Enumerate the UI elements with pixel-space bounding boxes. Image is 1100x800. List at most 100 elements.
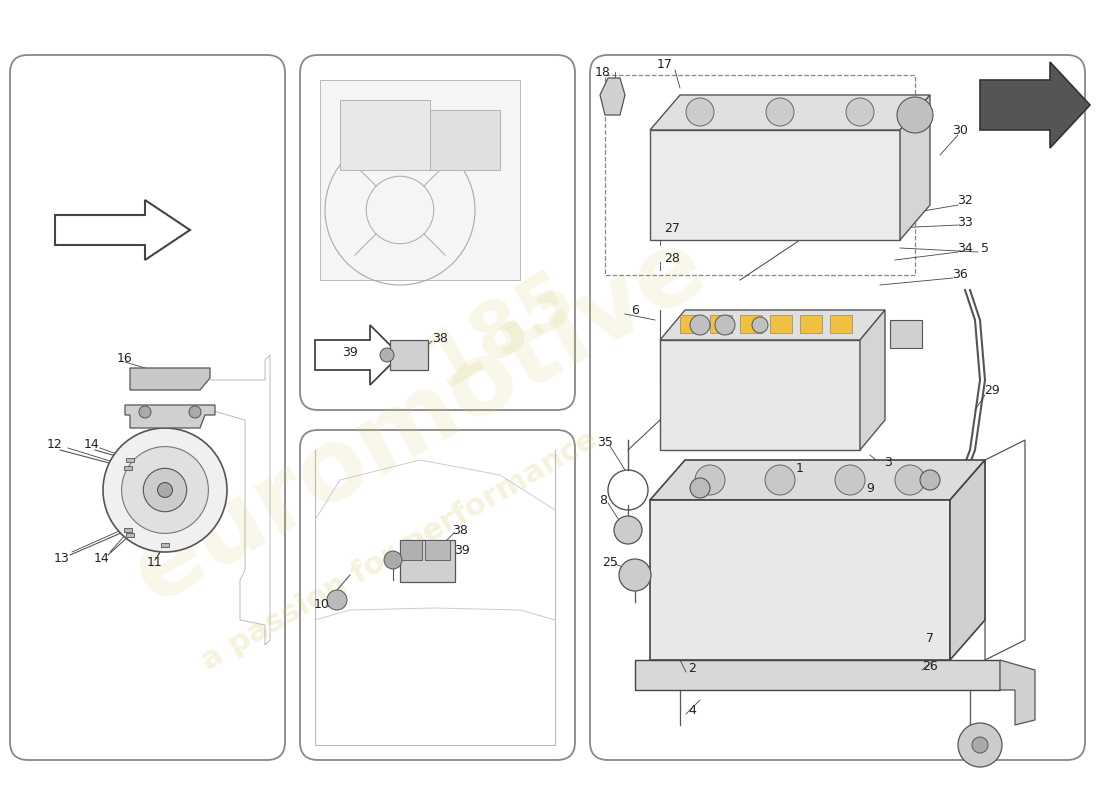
Text: 26: 26 (922, 659, 938, 673)
Text: 33: 33 (957, 215, 972, 229)
Polygon shape (980, 62, 1090, 148)
Bar (890, 320, 922, 348)
Circle shape (122, 446, 208, 534)
Text: 39: 39 (342, 346, 358, 358)
Bar (126, 533, 134, 537)
Circle shape (614, 516, 642, 544)
Text: 29: 29 (984, 383, 1000, 397)
Text: 185: 185 (412, 258, 587, 402)
Circle shape (327, 590, 346, 610)
Text: 12: 12 (47, 438, 63, 451)
Text: 38: 38 (432, 331, 448, 345)
Circle shape (143, 468, 187, 512)
Circle shape (715, 315, 735, 335)
Polygon shape (1000, 660, 1035, 725)
Bar (340, 100, 430, 170)
Text: 5: 5 (981, 242, 989, 254)
Polygon shape (660, 340, 860, 450)
Text: 14: 14 (95, 551, 110, 565)
Polygon shape (130, 368, 210, 390)
Bar (830, 315, 852, 333)
Polygon shape (900, 95, 930, 240)
Polygon shape (55, 200, 190, 260)
Text: 6: 6 (631, 303, 639, 317)
Text: 13: 13 (54, 551, 70, 565)
Circle shape (686, 98, 714, 126)
Polygon shape (950, 460, 984, 660)
Bar (161, 543, 169, 547)
Text: 30: 30 (953, 123, 968, 137)
Bar (740, 315, 762, 333)
Circle shape (895, 465, 925, 495)
Text: 38: 38 (452, 523, 468, 537)
Circle shape (619, 559, 651, 591)
Text: 10: 10 (315, 598, 330, 611)
Bar (635, 660, 1000, 690)
Circle shape (766, 98, 794, 126)
Circle shape (958, 723, 1002, 767)
Text: 16: 16 (117, 351, 133, 365)
Bar (605, 75, 915, 275)
Text: 25: 25 (602, 555, 618, 569)
FancyBboxPatch shape (300, 430, 575, 760)
Text: 34: 34 (957, 242, 972, 254)
Text: 1: 1 (796, 462, 804, 474)
Circle shape (189, 406, 201, 418)
Polygon shape (650, 500, 950, 660)
Bar (400, 540, 455, 582)
Text: euromotive: euromotive (117, 217, 724, 623)
Circle shape (764, 465, 795, 495)
Circle shape (384, 551, 402, 569)
Bar (680, 315, 702, 333)
Circle shape (690, 315, 710, 335)
Text: 18: 18 (595, 66, 610, 78)
FancyBboxPatch shape (10, 55, 285, 760)
Circle shape (695, 465, 725, 495)
FancyBboxPatch shape (590, 55, 1085, 760)
Polygon shape (315, 325, 400, 385)
Text: 8: 8 (600, 494, 607, 506)
Polygon shape (650, 130, 900, 240)
Text: 7: 7 (926, 631, 934, 645)
Text: 9: 9 (866, 482, 873, 494)
Circle shape (157, 482, 173, 498)
Polygon shape (600, 78, 625, 115)
Text: a passion for performance: a passion for performance (197, 424, 603, 676)
Circle shape (972, 737, 988, 753)
Text: 4: 4 (689, 703, 696, 717)
Text: 2: 2 (689, 662, 696, 674)
Circle shape (690, 478, 710, 498)
Text: 32: 32 (957, 194, 972, 206)
Text: 3: 3 (884, 455, 892, 469)
Bar (770, 315, 792, 333)
Text: 28: 28 (664, 251, 680, 265)
Text: 11: 11 (147, 555, 163, 569)
Bar (390, 340, 428, 370)
Bar (710, 315, 732, 333)
Circle shape (103, 428, 227, 552)
Bar (425, 540, 450, 560)
Polygon shape (660, 310, 886, 340)
Polygon shape (125, 405, 214, 428)
Text: 14: 14 (84, 438, 100, 451)
Circle shape (920, 470, 940, 490)
Circle shape (846, 98, 874, 126)
Bar (124, 528, 132, 532)
Bar (430, 110, 500, 170)
Bar (400, 540, 422, 560)
Bar (124, 466, 132, 470)
Circle shape (835, 465, 865, 495)
Text: 17: 17 (657, 58, 673, 71)
Bar (800, 315, 822, 333)
Text: 35: 35 (597, 435, 613, 449)
Polygon shape (650, 95, 930, 130)
Text: 39: 39 (454, 543, 470, 557)
Circle shape (896, 97, 933, 133)
Text: 27: 27 (664, 222, 680, 234)
FancyBboxPatch shape (300, 55, 575, 410)
Text: 36: 36 (953, 269, 968, 282)
Circle shape (379, 348, 394, 362)
Bar (126, 458, 134, 462)
Circle shape (139, 406, 151, 418)
Polygon shape (860, 310, 886, 450)
